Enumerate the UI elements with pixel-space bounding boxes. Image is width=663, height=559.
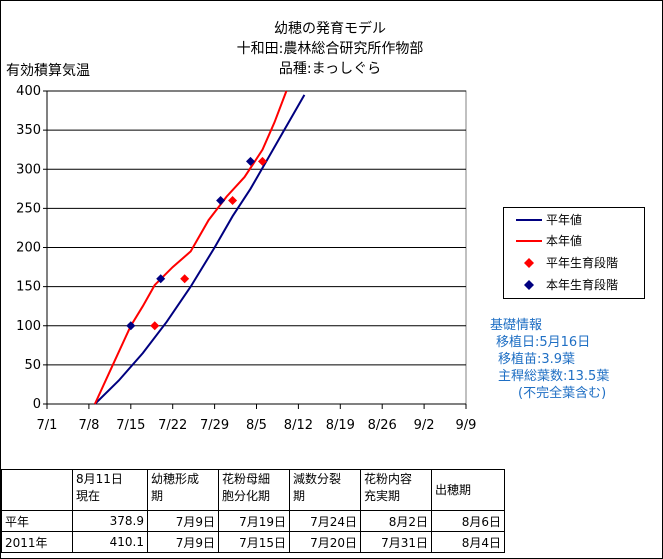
table-cell: 7月9日	[147, 510, 219, 532]
header-pollen-mother-line1: 花粉母細	[222, 472, 271, 486]
legend-item-current-stage: 本年生育段階	[510, 275, 642, 295]
table-header-cell: 減数分裂期	[289, 469, 361, 511]
x-tick-label: 7/8	[78, 418, 99, 433]
y-axis-label: 有効積算気温	[6, 63, 90, 79]
info-seedling: 移植苗:3.9葉	[498, 352, 576, 367]
info-planting-date: 移植日:5月16日	[496, 335, 591, 350]
table-header-cell: 花粉内容 充実期	[360, 469, 432, 511]
y-tick-label: 200	[16, 241, 41, 256]
y-tick-label: 50	[24, 358, 41, 373]
header-meiosis-line1: 減数分裂	[293, 472, 342, 486]
y-tick-label: 150	[16, 280, 41, 295]
legend-normal-line-label: 平年値	[546, 213, 583, 227]
table-header-cell: 花粉母細 胞分化期	[218, 469, 290, 511]
table-row: 平年 378.9 7月9日 7月19日 7月24日 8月2日 8月6日	[1, 510, 505, 532]
header-current-line1: 8月11日	[76, 472, 123, 486]
table-cell: 7月31日	[360, 531, 432, 553]
legend-normal-line-symbol	[516, 219, 542, 221]
legend-item-current-line: 本年値	[510, 231, 642, 251]
x-tick-label: 8/19	[326, 418, 355, 433]
header-pollen-mother-line2: 胞分化期	[222, 489, 271, 503]
table-cell: 8月4日	[431, 531, 505, 553]
legend-normal-stage-label: 平年生育段階	[546, 256, 619, 270]
table-header-row: 8月11日現在 幼穂形成期 花粉母細胞分化期 減数分裂期 花粉内容充実期 出穂期	[1, 469, 505, 511]
y-tick-label: 400	[16, 84, 41, 99]
header-pollen-fill-line2: 充実期	[364, 489, 401, 503]
legend-item-normal-line: 平年値	[510, 210, 642, 230]
x-tick-label: 7/15	[116, 418, 145, 433]
info-leaf-note: (不完全葉含む)	[518, 386, 607, 401]
stage-point-current	[246, 156, 256, 166]
table-header-cell: 8月11日現在	[72, 469, 148, 511]
stage-point-current	[126, 321, 136, 331]
x-tick-label: 8/12	[284, 418, 313, 433]
chart-title-line-3: 品種:まっしぐら	[278, 61, 382, 77]
y-tick-label: 350	[16, 123, 41, 138]
header-meiosis-line2: 期	[293, 489, 306, 503]
table-cell: 7月19日	[218, 510, 290, 532]
y-tick-label: 250	[16, 201, 41, 216]
table-cell: 8月2日	[360, 510, 432, 532]
table-cell: 410.1	[72, 531, 148, 553]
table-cell-label: 2011年	[1, 531, 73, 553]
x-tick-label: 7/29	[200, 418, 229, 433]
table-header-cell	[1, 469, 73, 511]
stage-table: 8月11日現在 幼穂形成期 花粉母細胞分化期 減数分裂期 花粉内容充実期 出穂期…	[1, 469, 505, 553]
x-tick-label: 8/5	[246, 418, 267, 433]
chart-plot-svg: 0 50 100 150 200 250 300 350 400 7/1 7/8 7/15 7/22 7/…	[16, 84, 477, 433]
table-cell: 7月9日	[147, 531, 219, 553]
x-tick-label: 8/26	[368, 418, 397, 433]
legend-item-normal-stage: 平年生育段階	[510, 253, 642, 273]
table-cell: 7月15日	[218, 531, 290, 553]
legend: 平年値 本年値 平年生育段階 本年生育段階	[503, 207, 645, 299]
legend-current-stage-symbol	[524, 280, 534, 290]
table-cell: 7月20日	[289, 531, 361, 553]
table-cell: 378.9	[72, 510, 148, 532]
legend-current-line-symbol	[516, 240, 542, 242]
header-pollen-fill-line1: 花粉内容	[364, 472, 413, 486]
x-tick-label: 9/2	[414, 418, 435, 433]
table-row: 2011年 410.1 7月9日 7月15日 7月20日 7月31日 8月4日	[1, 531, 505, 553]
y-tick-label: 0	[33, 397, 41, 412]
table-cell-label: 平年	[1, 510, 73, 532]
basic-info: 基礎情報 移植日:5月16日 移植苗:3.9葉 主稈総葉数:13.5葉 (不完全…	[490, 317, 609, 402]
x-tick-label: 7/22	[158, 418, 187, 433]
stage-point-normal	[228, 196, 238, 206]
series-line-normal	[94, 94, 306, 405]
table-header-cell: 幼穂形成期	[147, 469, 219, 511]
stage-point-normal	[257, 156, 267, 166]
x-tick-label: 9/9	[456, 418, 477, 433]
legend-current-line-label: 本年値	[546, 234, 583, 248]
y-tick-label: 300	[16, 162, 41, 177]
table-cell: 7月24日	[289, 510, 361, 532]
stage-point-current	[156, 274, 166, 284]
chart-title-line-2: 十和田:農林総合研究所作物部	[236, 41, 424, 57]
x-tick-label: 7/1	[37, 418, 58, 433]
header-panicle-line2: 期	[151, 489, 164, 503]
stage-point-current	[216, 196, 226, 206]
stage-point-normal	[150, 321, 160, 331]
stage-point-normal	[180, 274, 190, 284]
chart-title-line-1: 幼穂の発育モデル	[274, 21, 386, 37]
y-tick-label: 100	[16, 319, 41, 334]
table-cell: 8月6日	[431, 510, 505, 532]
legend-normal-stage-symbol	[524, 258, 534, 268]
legend-current-stage-label: 本年生育段階	[546, 278, 619, 292]
info-title: 基礎情報	[490, 318, 543, 333]
table-header-cell: 出穂期	[431, 469, 505, 511]
info-leaf-count: 主稈総葉数:13.5葉	[498, 369, 610, 384]
header-panicle-line1: 幼穂形成	[151, 472, 200, 486]
header-current-line2: 現在	[76, 489, 101, 503]
